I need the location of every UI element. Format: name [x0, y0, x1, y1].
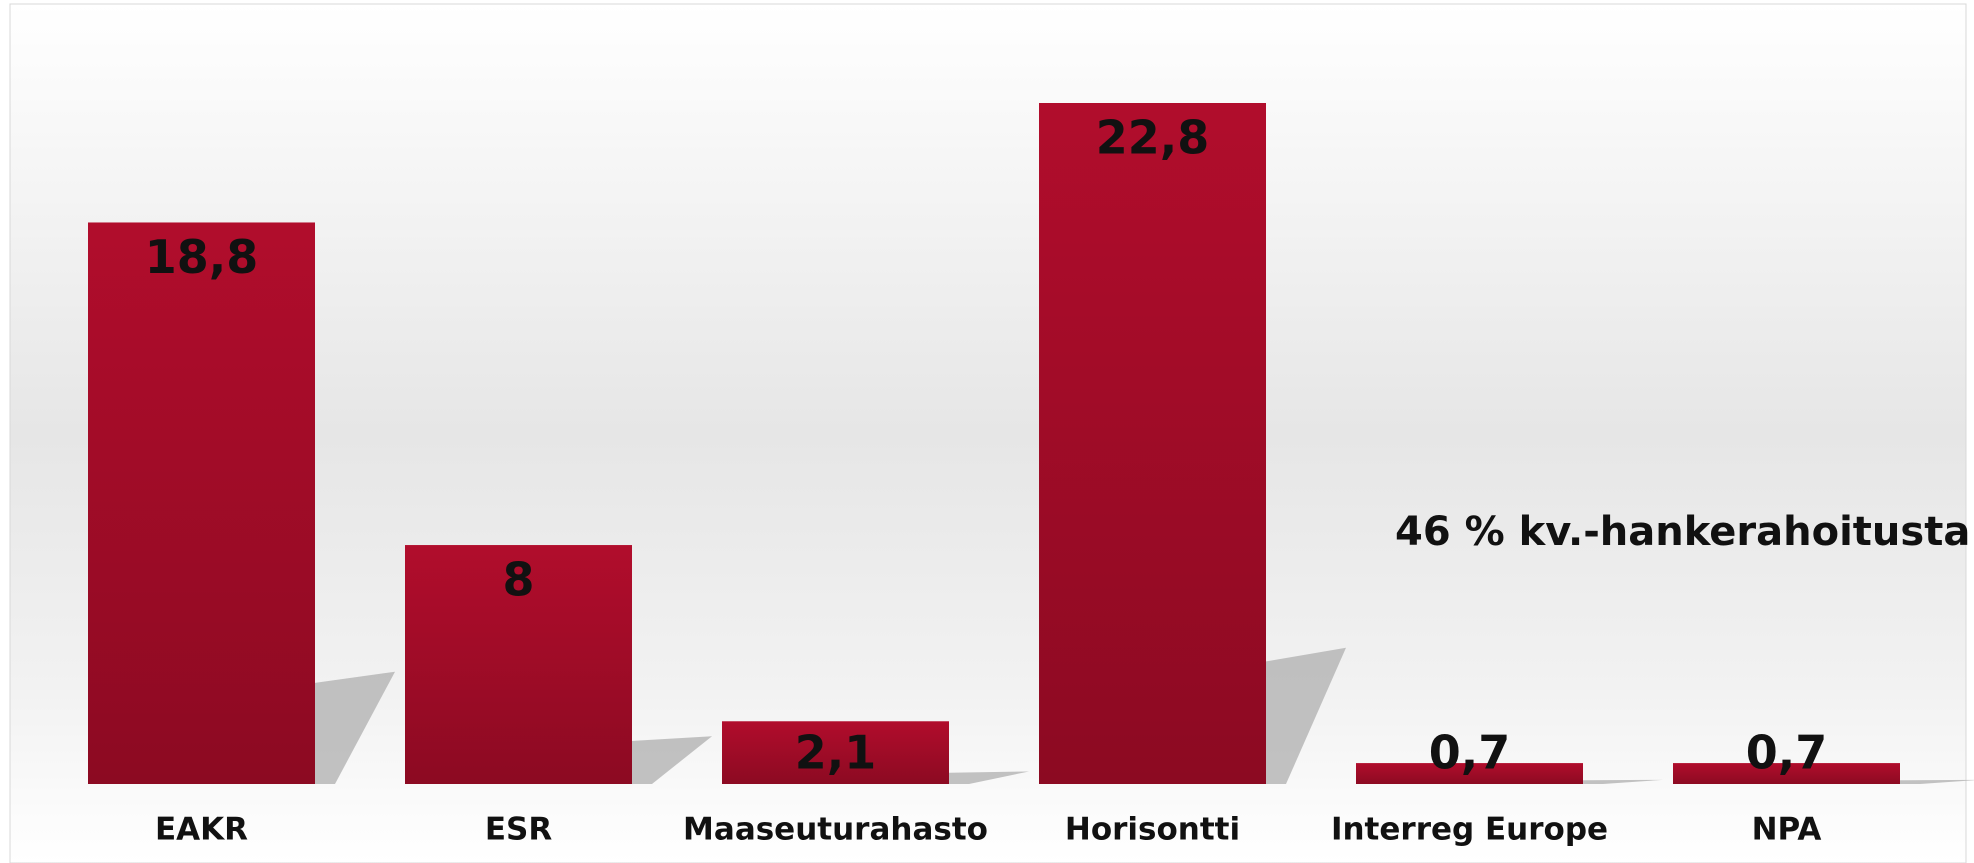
bar: [1673, 763, 1900, 784]
x-tick-label: NPA: [1752, 812, 1822, 848]
bar-shadow: [1266, 647, 1346, 784]
value-label: 8: [502, 553, 534, 607]
value-label: 0,7: [1429, 726, 1511, 780]
bar: [88, 222, 315, 784]
bar-shadow: [632, 736, 712, 784]
x-tick-label: Interreg Europe: [1331, 812, 1608, 848]
x-tick-label: EAKR: [155, 812, 248, 848]
bar: [405, 545, 632, 784]
value-label: 2,1: [795, 726, 877, 780]
bar: [1356, 763, 1583, 784]
x-tick-label: ESR: [485, 812, 553, 848]
annotation: 46 % kv.-hankerahoitusta: [1395, 509, 1970, 555]
bar: [722, 721, 949, 784]
bar-shadow: [1900, 779, 1974, 784]
value-label: 0,7: [1746, 726, 1828, 780]
x-tick-label: Horisontti: [1065, 812, 1240, 848]
value-label: 18,8: [145, 230, 259, 284]
bar-shadow: [1583, 779, 1663, 784]
bar-shadow: [949, 771, 1029, 784]
bar-shadow: [315, 671, 395, 784]
x-tick-label: Maaseuturahasto: [683, 812, 988, 848]
bar: [1039, 103, 1266, 784]
value-label: 22,8: [1096, 111, 1210, 165]
